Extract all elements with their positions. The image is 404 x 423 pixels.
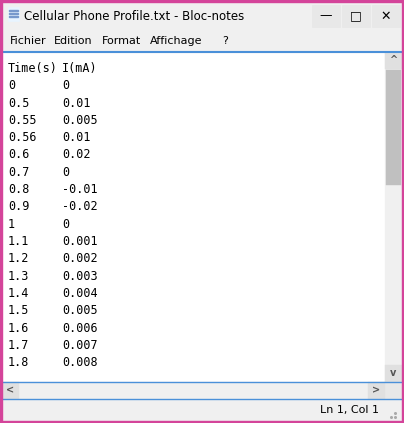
Text: 0.5: 0.5 (8, 96, 29, 110)
Text: 1.5: 1.5 (8, 304, 29, 317)
Text: Fichier: Fichier (10, 36, 46, 46)
Text: 1.2: 1.2 (8, 252, 29, 265)
Bar (312, 5, 340, 27)
Text: -0.01: -0.01 (62, 183, 98, 196)
Text: ?: ? (222, 36, 228, 46)
Bar (9, 13, 18, 14)
Bar (2, 382, 385, 399)
Text: 0.004: 0.004 (62, 287, 98, 300)
Bar (0, 421, 404, 423)
Text: I(mA): I(mA) (62, 62, 98, 75)
Bar (9, 10, 18, 11)
Text: 0: 0 (62, 79, 69, 92)
Text: 0.7: 0.7 (8, 166, 29, 179)
Text: Time(s): Time(s) (8, 62, 58, 75)
Text: 1.1: 1.1 (8, 235, 29, 248)
Text: 0.6: 0.6 (8, 148, 29, 162)
Bar (386, 70, 401, 185)
Text: 0.02: 0.02 (62, 148, 90, 162)
Bar (9, 16, 18, 17)
Bar (385, 365, 402, 382)
Text: <: < (6, 385, 15, 396)
Bar (385, 382, 402, 399)
Text: 0.001: 0.001 (62, 235, 98, 248)
Text: v: v (390, 368, 397, 379)
Text: 0.007: 0.007 (62, 339, 98, 352)
Text: Affichage: Affichage (150, 36, 202, 46)
Bar (2, 382, 19, 399)
Text: 0.55: 0.55 (8, 114, 36, 127)
Text: 0.005: 0.005 (62, 114, 98, 127)
Text: 0.01: 0.01 (62, 131, 90, 144)
Text: 1.4: 1.4 (8, 287, 29, 300)
Bar (385, 52, 402, 382)
Text: 0: 0 (62, 218, 69, 231)
Bar (2, 30, 402, 52)
Text: □: □ (350, 9, 362, 22)
Text: Format: Format (102, 36, 141, 46)
Bar (368, 382, 385, 399)
Bar (342, 5, 370, 27)
Text: 1.8: 1.8 (8, 356, 29, 369)
Text: 0.9: 0.9 (8, 201, 29, 213)
Bar (2, 52, 385, 382)
Text: 1: 1 (8, 218, 15, 231)
Text: 0.01: 0.01 (62, 96, 90, 110)
Text: 0: 0 (62, 166, 69, 179)
Bar (385, 52, 402, 69)
Text: —: — (320, 9, 332, 22)
Text: 0.003: 0.003 (62, 269, 98, 283)
Text: >: > (372, 385, 381, 396)
Bar (0, 0, 404, 2)
Bar (372, 5, 400, 27)
Text: -0.02: -0.02 (62, 201, 98, 213)
Text: Ln 1, Col 1: Ln 1, Col 1 (320, 405, 379, 415)
Text: 1.3: 1.3 (8, 269, 29, 283)
Text: ✕: ✕ (381, 9, 391, 22)
Bar (402, 0, 404, 423)
Text: Edition: Edition (54, 36, 93, 46)
Bar (2, 399, 402, 421)
Text: 0.006: 0.006 (62, 321, 98, 335)
Text: ^: ^ (389, 55, 398, 66)
Text: 0.8: 0.8 (8, 183, 29, 196)
Bar (2, 2, 402, 30)
Text: 1.7: 1.7 (8, 339, 29, 352)
Text: 0.008: 0.008 (62, 356, 98, 369)
Bar (8, 7, 19, 21)
Text: 0.002: 0.002 (62, 252, 98, 265)
Text: 0.56: 0.56 (8, 131, 36, 144)
Bar (0, 0, 2, 423)
Text: 1.6: 1.6 (8, 321, 29, 335)
Text: 0.005: 0.005 (62, 304, 98, 317)
Text: Cellular Phone Profile.txt - Bloc-notes: Cellular Phone Profile.txt - Bloc-notes (24, 9, 244, 22)
Text: 0: 0 (8, 79, 15, 92)
